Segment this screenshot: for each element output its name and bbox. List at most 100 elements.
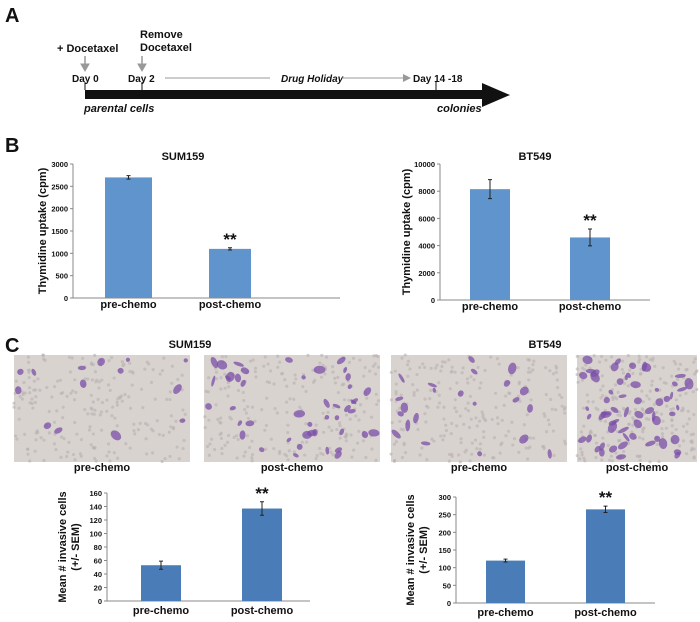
x-tick-label: pre-chemo — [477, 607, 534, 619]
error-bar — [588, 228, 592, 247]
stained-cell — [79, 379, 87, 388]
stained-cell — [225, 371, 235, 382]
right-arrow-icon — [342, 74, 411, 82]
day0-label: Day 0 — [72, 74, 99, 85]
chart-title: BT549 — [518, 151, 551, 163]
bar — [242, 508, 282, 601]
stained-cell — [618, 426, 629, 434]
stained-cell — [519, 434, 529, 444]
stained-cell — [594, 445, 601, 453]
stained-cell — [413, 412, 419, 424]
stained-cell — [616, 378, 624, 386]
error-bar — [126, 175, 131, 180]
y-tick-label: 60 — [94, 557, 102, 566]
stained-cell — [654, 435, 661, 442]
micrograph-image — [203, 353, 381, 463]
y-axis-label-2: (+/- SEM) — [70, 523, 82, 571]
stained-cell — [205, 403, 212, 410]
stained-cell — [307, 429, 317, 437]
micrograph-label: post-chemo — [606, 462, 669, 474]
y-tick-label: 100 — [438, 564, 451, 573]
stained-cell — [527, 404, 533, 413]
significance-marker: ** — [223, 230, 237, 249]
stained-cell — [398, 373, 405, 383]
y-tick-label: 1000 — [51, 249, 68, 258]
stained-cell — [43, 422, 52, 430]
stained-cell — [599, 442, 605, 451]
stained-cell — [617, 441, 628, 450]
stained-cell — [579, 371, 588, 380]
stained-cell — [211, 375, 216, 387]
x-tick-label: post-chemo — [559, 301, 622, 313]
stained-cell — [547, 449, 552, 459]
stained-cell — [512, 397, 520, 403]
stained-cell — [630, 381, 641, 389]
stained-cell — [432, 387, 436, 393]
y-tick-label: 250 — [438, 511, 451, 520]
stained-cell — [651, 411, 656, 422]
significance-marker: ** — [583, 211, 597, 230]
stained-cell — [286, 437, 292, 443]
colonies-label: colonies — [437, 103, 482, 115]
x-tick-label: pre-chemo — [462, 301, 519, 313]
stained-cell — [77, 365, 86, 371]
stained-cell — [229, 405, 236, 411]
stained-cell — [590, 371, 600, 383]
remove-docetaxel-label-1: Remove — [140, 29, 183, 41]
stained-cell — [599, 448, 605, 457]
stained-cell — [292, 453, 299, 458]
stained-cell — [237, 420, 243, 426]
bar — [586, 509, 625, 603]
stained-cell — [641, 361, 648, 372]
y-axis-label-2: (+/- SEM) — [418, 526, 430, 574]
y-axis-label: Thymidine uptake (cpm) — [401, 168, 413, 295]
stained-cell — [585, 368, 596, 374]
stained-cell — [323, 398, 330, 408]
stained-cell — [216, 360, 228, 370]
y-tick-label: 2000 — [51, 205, 68, 214]
stained-cell — [658, 438, 668, 449]
y-tick-label: 0 — [98, 597, 102, 606]
x-tick-label: post-chemo — [231, 605, 294, 617]
stained-cell — [503, 380, 511, 387]
y-tick-label: 0 — [64, 294, 68, 303]
y-tick-label: 3000 — [51, 160, 68, 169]
bar — [209, 248, 251, 298]
x-tick-label: pre-chemo — [100, 299, 157, 311]
stained-cell — [609, 445, 618, 453]
stained-cell — [339, 428, 345, 436]
y-tick-label: 150 — [438, 546, 451, 555]
chart-title: SUM159 — [162, 151, 205, 163]
y-tick-label: 200 — [438, 528, 451, 537]
error-bar — [159, 560, 163, 570]
stained-cell — [618, 394, 627, 398]
y-tick-label: 20 — [94, 584, 102, 593]
micrograph-image — [12, 353, 190, 464]
y-tick-label: 8000 — [418, 187, 435, 196]
y-tick-label: 0 — [431, 296, 435, 305]
panel-label-b: B — [5, 135, 19, 157]
stained-cell — [405, 419, 411, 432]
stained-cell — [240, 379, 246, 387]
stained-cell — [350, 399, 357, 405]
timeline-arrow — [84, 82, 510, 107]
stained-cell — [654, 387, 660, 392]
stained-cell — [676, 404, 680, 411]
y-tick-label: 40 — [94, 570, 102, 579]
error-bar — [603, 505, 608, 514]
stained-cell — [347, 409, 356, 414]
stained-cell — [325, 446, 330, 455]
stained-cell — [117, 367, 124, 374]
stained-cell — [655, 398, 664, 407]
panel-label-a: A — [5, 5, 19, 27]
micrograph-title-bt549: BT549 — [528, 339, 561, 351]
stained-cell — [343, 366, 348, 374]
stained-cell — [293, 410, 306, 418]
stained-cell — [285, 357, 293, 363]
bar-chart: 0 500 1000 1500 2000 2500 3000 SUM159 Thymidine … — [37, 151, 340, 311]
stained-cell — [468, 356, 475, 363]
stained-cell — [674, 373, 686, 378]
micrograph-label: pre-chemo — [451, 462, 508, 474]
y-tick-label: 2500 — [51, 182, 68, 191]
stained-cell — [608, 389, 614, 395]
